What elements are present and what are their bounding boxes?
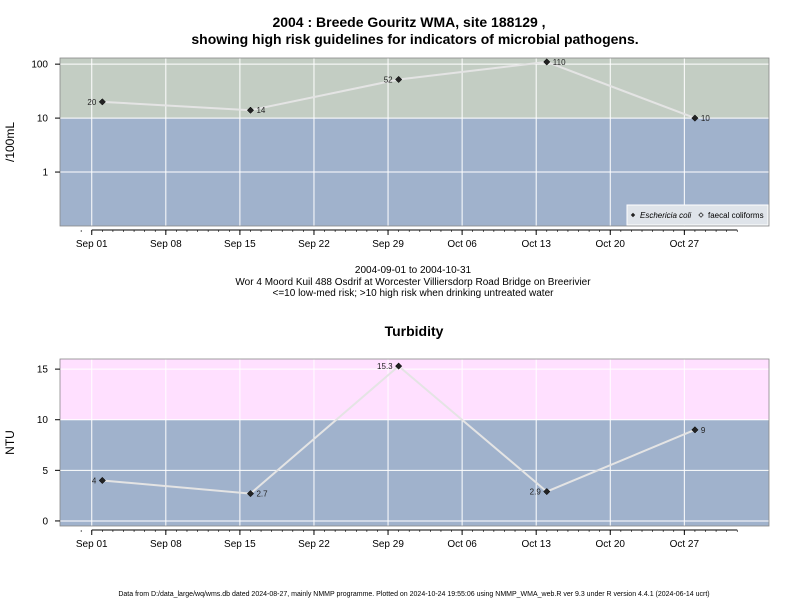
y-tick-label: 15 (37, 365, 49, 376)
data-label: 110 (553, 58, 566, 67)
high-risk-region (60, 58, 769, 119)
x-tick-label: Oct 20 (596, 539, 626, 550)
site-caption: Wor 4 Moord Kuil 488 Osdrif at Worcester… (235, 277, 591, 288)
data-point (543, 488, 551, 496)
footer-note: Data from D:/data_large/wq/wms.db dated … (118, 591, 709, 598)
x-tick-label: Oct 06 (447, 239, 477, 250)
data-point (543, 58, 551, 66)
data-point (246, 106, 255, 114)
x-tick-label: Oct 13 (521, 239, 551, 250)
data-label: 2.7 (256, 490, 268, 499)
x-tick-label: Sep 15 (224, 239, 256, 250)
y-axis-label: /100mL (3, 122, 17, 162)
y-tick-label: 1 (42, 168, 48, 179)
x-tick-label: Sep 15 (224, 539, 256, 550)
y-tick-label: 10 (37, 114, 49, 125)
data-label: 15.3 (377, 362, 393, 371)
date-range-caption: 2004-09-01 to 2004-10-31 (355, 265, 472, 276)
data-label: 4 (92, 476, 97, 485)
y-tick-label: 100 (31, 60, 48, 71)
x-tick-label: Sep 01 (76, 239, 108, 250)
x-tick-label: Sep 22 (298, 539, 330, 550)
x-tick-label: Sep 08 (150, 239, 182, 250)
data-label: 52 (384, 75, 393, 84)
x-tick-label: Oct 06 (447, 539, 477, 550)
plot-frame (59, 57, 770, 227)
y-tick-label: 0 (42, 516, 48, 527)
legend-marker-open (698, 212, 704, 218)
data-label: 2.9 (530, 488, 542, 497)
x-tick-label: Oct 13 (521, 539, 551, 550)
y-tick-label: 5 (42, 466, 48, 477)
low-risk-region (60, 419, 769, 526)
data-label: 9 (701, 426, 706, 435)
x-tick-label: Oct 20 (596, 239, 626, 250)
turbidity-panel: 0 5 10 15 Sep 01 Sep 08 Sep 15 Sep 22 Sep 29 Oct … (3, 358, 770, 550)
data-point (395, 75, 403, 84)
risk-caption: <=10 low-med risk; >10 high risk when dr… (273, 288, 555, 299)
data-point (691, 426, 699, 434)
turbidity-title: Turbidity (385, 323, 444, 339)
x-tick-label: Oct 27 (670, 539, 700, 550)
data-label: 10 (701, 114, 710, 123)
data-point (691, 114, 699, 122)
data-point (98, 98, 106, 106)
x-tick-label: Sep 08 (150, 539, 182, 550)
x-tick-label: Sep 29 (372, 539, 404, 550)
plot-frame (59, 358, 770, 527)
data-point (98, 476, 106, 485)
x-tick-label: Sep 01 (76, 539, 108, 550)
legend-marker-filled (630, 212, 636, 218)
y-axis-label: NTU (3, 430, 17, 455)
x-tick-label: Sep 29 (372, 239, 404, 250)
x-tick-label: Sep 22 (298, 239, 330, 250)
data-label: 20 (87, 98, 96, 107)
legend-label-ecoli: Eschericia coli (640, 211, 691, 220)
high-risk-region (60, 359, 769, 420)
chart-title-line-1: 2004 : Breede Gouritz WMA, site 188129 , (272, 14, 545, 30)
legend-box (626, 204, 769, 226)
data-point (246, 490, 255, 498)
data-point (395, 362, 403, 370)
x-tick-label: Oct 27 (670, 239, 700, 250)
chart-title-line-2: showing high risk guidelines for indicat… (191, 31, 638, 47)
y-tick-label: 10 (37, 415, 49, 426)
legend-label-faecal: faecal coliforms (708, 211, 764, 220)
data-label: 14 (256, 106, 265, 115)
